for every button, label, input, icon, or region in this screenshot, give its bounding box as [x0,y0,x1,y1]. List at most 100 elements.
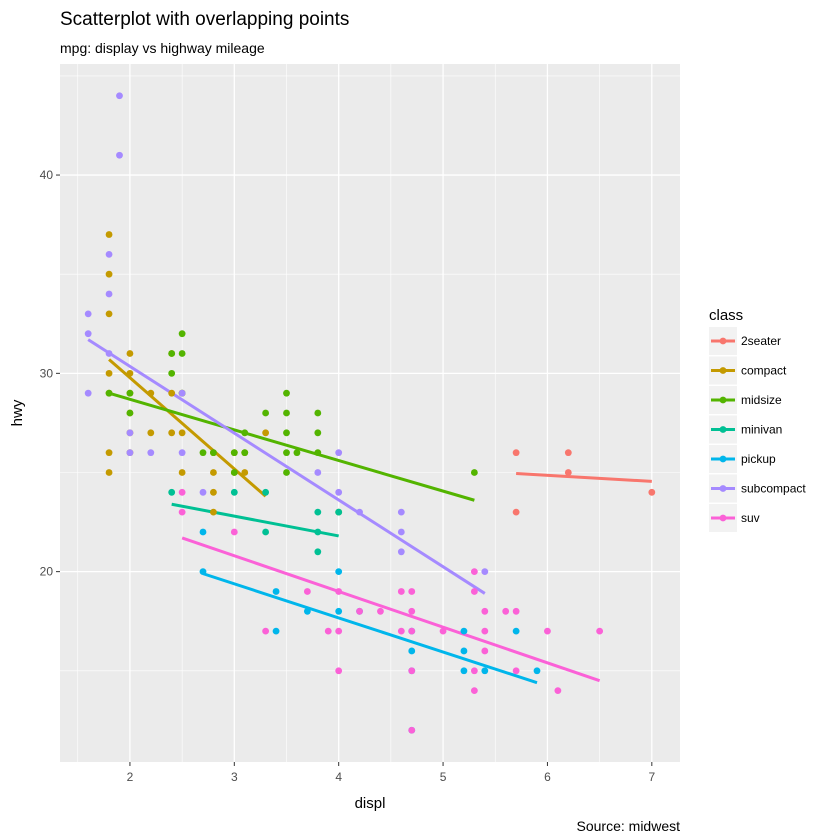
point-midsize [314,409,322,417]
point-suv [470,667,478,675]
point-subcompact [126,429,134,437]
point-compact [147,429,155,437]
legend: class 2seater compact midsize minivan pickup… [709,307,806,532]
legend-key-dot [719,426,727,433]
point-2seater [564,449,572,457]
point-compact [241,469,249,476]
point-midsize [314,449,322,457]
point-2seater [648,488,656,496]
x-tick-label: 2 [127,770,134,784]
legend-key-dot [719,337,727,345]
point-suv [408,726,416,734]
legend-label: 2seater [741,334,781,348]
point-suv [470,588,478,595]
point-suv [481,647,489,655]
fit-line-compact [108,358,267,498]
point-suv [262,627,270,635]
point-2seater [564,469,572,476]
x-tick-label: 6 [544,770,551,784]
legend-label: suv [741,511,760,525]
x-axis-title: displ [355,795,386,812]
point-suv [397,627,405,635]
y-tick-label: 20 [40,565,54,579]
point-pickup [533,667,541,675]
x-tick-label: 7 [648,770,655,784]
point-minivan [314,508,322,516]
point-subcompact [178,389,186,397]
point-suv [335,588,343,595]
fit-line-minivan [171,502,339,538]
legend-item-minivan: minivan [709,415,782,444]
point-midsize [126,409,134,417]
point-suv [230,528,238,536]
point-compact [105,369,113,377]
point-midsize [241,449,249,457]
point-suv [470,568,478,576]
point-pickup [335,568,343,576]
fit-line-subcompact [87,338,486,595]
chart-title: Scatterplot with overlapping points [60,9,349,30]
point-subcompact [314,469,322,476]
legend-item-subcompact: subcompact [709,474,806,503]
point-midsize [283,389,290,397]
point-suv [335,667,343,675]
point-compact [168,429,176,437]
y-axis-title: hwy [9,399,26,426]
chart-subtitle: mpg: display vs highway mileage [60,40,265,56]
point-suv [408,607,416,615]
fit-line-2seater [516,471,652,483]
point-minivan [168,488,176,496]
point-midsize [178,330,186,338]
point-subcompact [397,548,405,556]
point-pickup [512,627,520,635]
point-subcompact [199,488,207,496]
point-compact [262,429,270,437]
fit-lines [87,338,652,685]
point-suv [397,588,405,595]
x-tick-label: 5 [440,770,447,784]
legend-key-dot [719,367,727,374]
point-compact [105,469,113,476]
legend-key-dot [719,396,727,404]
point-subcompact [126,449,134,457]
point-subcompact [84,330,92,338]
point-pickup [460,667,468,675]
point-compact [105,449,113,457]
point-subcompact [105,250,113,258]
point-subcompact [397,528,405,536]
legend-key-dot [719,485,727,492]
y-tick-label: 40 [40,168,54,182]
data-points [84,92,656,734]
point-midsize [262,409,270,417]
point-pickup [272,588,280,595]
fit-line-midsize [108,391,475,502]
legend-key-dot [719,514,727,522]
point-subcompact [105,350,113,357]
fit-line-suv [181,536,601,683]
y-tick-label: 30 [40,366,54,380]
point-pickup [408,647,416,655]
point-midsize [168,369,176,377]
point-pickup [303,607,311,615]
point-compact [178,469,186,476]
legend-items: 2seater compact midsize minivan pickup subcom… [709,327,806,532]
point-compact [126,350,134,357]
legend-label: pickup [741,452,776,466]
point-minivan [314,528,322,536]
point-suv [178,508,186,516]
point-suv [481,607,489,615]
point-subcompact [84,389,92,397]
legend-item-suv: suv [709,504,760,532]
point-midsize [168,350,176,357]
point-suv [470,687,478,695]
legend-item-2seater: 2seater [709,327,781,355]
point-2seater [512,508,520,516]
point-subcompact [481,568,489,576]
point-suv [502,607,510,615]
point-midsize [241,429,249,437]
point-compact [105,310,113,318]
point-compact [105,270,113,278]
point-suv [408,588,416,595]
point-suv [512,667,520,675]
point-suv [335,627,343,635]
